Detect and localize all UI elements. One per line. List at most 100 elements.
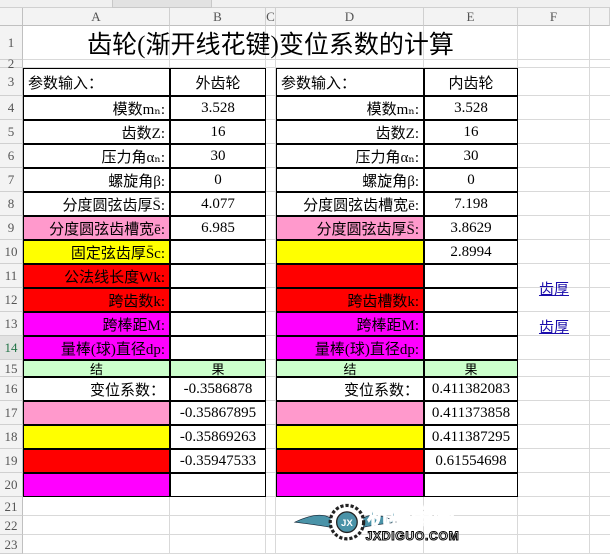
grid-cell[interactable] [266, 449, 276, 473]
grid-cell[interactable] [590, 336, 610, 360]
grid-cell[interactable] [276, 60, 424, 68]
left-value-row-7[interactable]: 0 [170, 168, 266, 192]
grid-cell[interactable] [23, 497, 170, 516]
grid-cell[interactable] [266, 336, 276, 360]
right-value-row-3[interactable]: 内齿轮 [424, 68, 518, 96]
row-header-19[interactable]: 19 [0, 449, 23, 473]
grid-cell[interactable] [590, 377, 610, 401]
select-all-corner[interactable] [0, 8, 23, 26]
link-tooth-thickness-2[interactable]: 齿厚 [538, 319, 569, 336]
row-header-12[interactable]: 12 [0, 288, 23, 312]
row-header-22[interactable]: 22 [0, 516, 23, 535]
grid-cell[interactable] [590, 216, 610, 240]
grid-cell[interactable] [590, 168, 610, 192]
grid-cell[interactable] [266, 216, 276, 240]
right-value-row-4[interactable]: 3.528 [424, 96, 518, 120]
row-header-15[interactable]: 15 [0, 360, 23, 377]
grid-cell[interactable] [518, 192, 590, 216]
row-header-11[interactable]: 11 [0, 264, 23, 288]
grid-cell[interactable] [590, 401, 610, 425]
row-header-7[interactable]: 7 [0, 168, 23, 192]
grid-cell[interactable] [590, 535, 610, 554]
row-header-5[interactable]: 5 [0, 120, 23, 144]
grid-cell[interactable] [276, 535, 424, 554]
grid-cell[interactable] [518, 336, 590, 360]
right-value-row-5[interactable]: 16 [424, 120, 518, 144]
grid-cell[interactable] [23, 26, 170, 60]
left-value-row-17[interactable]: -0.35867895 [170, 401, 266, 425]
row-header-21[interactable]: 21 [0, 497, 23, 516]
grid-cell[interactable] [590, 288, 610, 312]
right-value-row-13[interactable] [424, 312, 518, 336]
column-header-E[interactable]: E [424, 8, 518, 26]
grid-cell[interactable] [266, 264, 276, 288]
row-header-6[interactable]: 6 [0, 144, 23, 168]
right-value-row-14[interactable] [424, 336, 518, 360]
grid-cell[interactable] [590, 449, 610, 473]
grid-cell[interactable] [266, 360, 276, 377]
right-value-row-20[interactable] [424, 473, 518, 497]
row-header-17[interactable]: 17 [0, 401, 23, 425]
left-value-row-4[interactable]: 3.528 [170, 96, 266, 120]
right-value-row-8[interactable]: 7.198 [424, 192, 518, 216]
row-header-23[interactable]: 23 [0, 535, 23, 554]
column-header-B[interactable]: B [170, 8, 266, 26]
grid-cell[interactable] [170, 26, 266, 60]
grid-cell[interactable] [590, 264, 610, 288]
grid-cell[interactable] [590, 26, 610, 60]
column-header-G[interactable] [590, 8, 610, 26]
grid-cell[interactable] [23, 516, 170, 535]
left-value-row-16[interactable]: -0.3586878 [170, 377, 266, 401]
column-header-F[interactable]: F [518, 8, 590, 26]
grid-cell[interactable] [266, 401, 276, 425]
right-value-row-7[interactable]: 0 [424, 168, 518, 192]
left-value-row-6[interactable]: 30 [170, 144, 266, 168]
grid-cell[interactable] [518, 360, 590, 377]
grid-cell[interactable] [276, 516, 424, 535]
grid-cell[interactable] [518, 216, 590, 240]
grid-cell[interactable] [518, 240, 590, 264]
grid-cell[interactable] [590, 144, 610, 168]
left-value-row-11[interactable] [170, 264, 266, 288]
grid-cell[interactable] [266, 535, 276, 554]
row-header-2[interactable]: 2 [0, 57, 23, 70]
grid-cell[interactable] [23, 60, 170, 68]
left-value-row-10[interactable] [170, 240, 266, 264]
right-value-row-17[interactable]: 0.411373858 [424, 401, 518, 425]
grid-cell[interactable] [590, 497, 610, 516]
row-header-9[interactable]: 9 [0, 216, 23, 240]
grid-cell[interactable] [590, 68, 610, 96]
left-value-row-20[interactable] [170, 473, 266, 497]
grid-cell[interactable] [266, 144, 276, 168]
left-value-row-14[interactable] [170, 336, 266, 360]
grid-cell[interactable] [518, 60, 590, 68]
grid-cell[interactable] [518, 68, 590, 96]
row-header-1[interactable]: 1 [0, 26, 23, 60]
grid-cell[interactable] [590, 473, 610, 497]
grid-cell[interactable] [518, 144, 590, 168]
right-value-row-9[interactable]: 3.8629 [424, 216, 518, 240]
grid-cell[interactable] [518, 497, 590, 516]
grid-cell[interactable] [424, 60, 518, 68]
left-value-row-5[interactable]: 16 [170, 120, 266, 144]
grid-cell[interactable] [518, 401, 590, 425]
grid-cell[interactable] [170, 516, 266, 535]
grid-cell[interactable] [266, 68, 276, 96]
row-header-4[interactable]: 4 [0, 96, 23, 120]
grid-cell[interactable] [424, 26, 518, 60]
row-header-13[interactable]: 13 [0, 312, 23, 336]
left-value-row-9[interactable]: 6.985 [170, 216, 266, 240]
grid-cell[interactable] [266, 312, 276, 336]
column-header-D[interactable]: D [276, 8, 424, 26]
grid-cell[interactable] [590, 312, 610, 336]
grid-cell[interactable] [518, 377, 590, 401]
grid-cell[interactable] [590, 425, 610, 449]
grid-cell[interactable] [266, 377, 276, 401]
grid-cell[interactable] [266, 192, 276, 216]
grid-cell[interactable] [518, 168, 590, 192]
left-value-row-13[interactable] [170, 312, 266, 336]
grid-cell[interactable] [590, 96, 610, 120]
grid-cell[interactable] [170, 497, 266, 516]
row-header-3[interactable]: 3 [0, 68, 23, 96]
row-header-14[interactable]: 14 [0, 336, 23, 360]
